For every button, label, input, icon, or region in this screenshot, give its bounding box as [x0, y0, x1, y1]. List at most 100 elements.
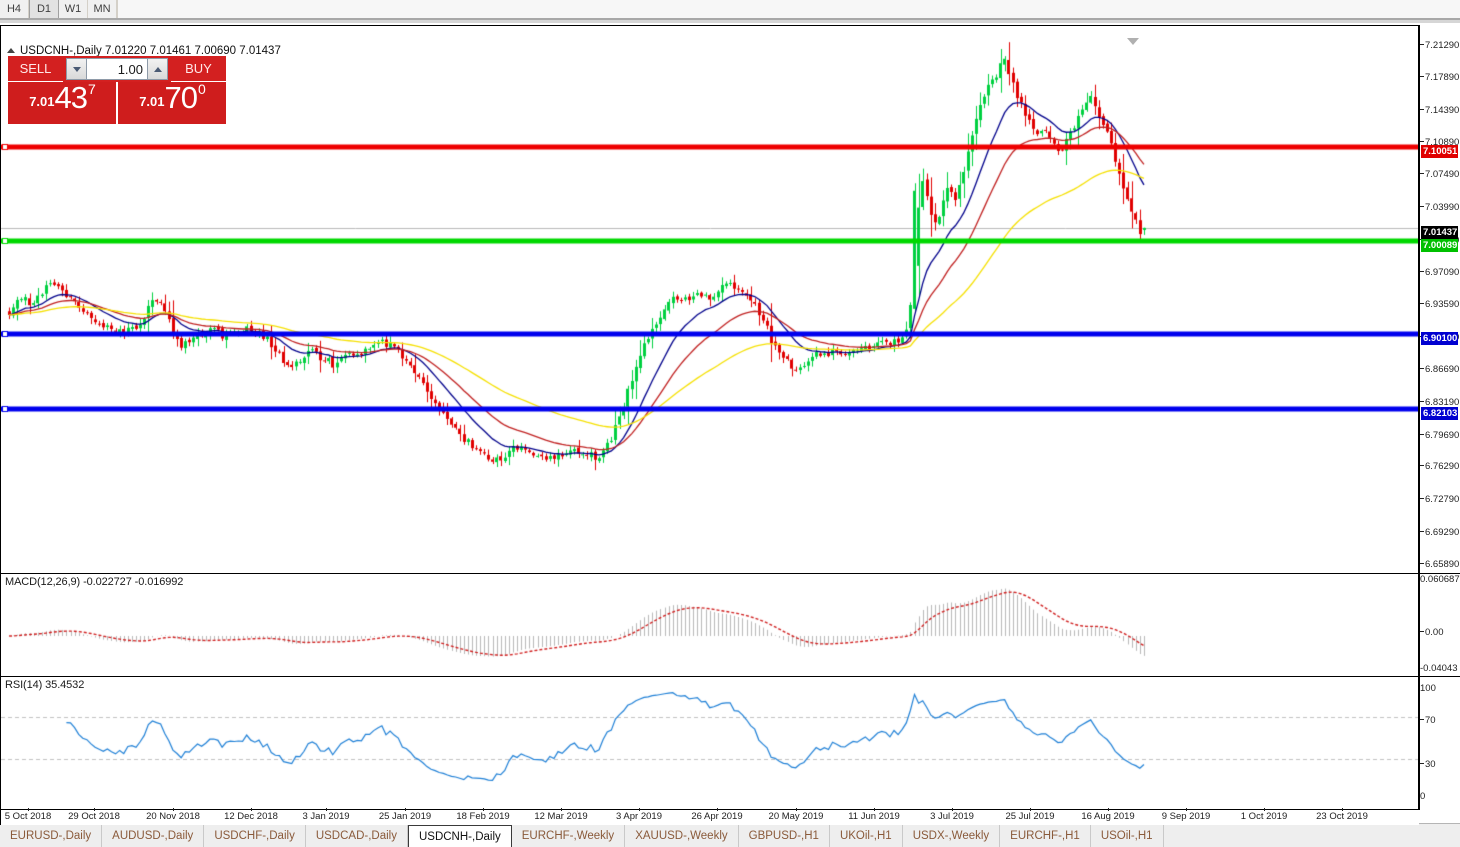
macd-tick: 0.00	[1420, 627, 1444, 638]
date-tick-label: 12 Mar 2019	[534, 811, 588, 822]
date-tick-label: 9 Sep 2019	[1161, 811, 1211, 822]
date-tick-mark	[1186, 808, 1187, 811]
rsi-tick: 30	[1420, 759, 1436, 770]
date-tick-label: 25 Jul 2019	[1005, 811, 1055, 822]
chart-shift-marker-icon[interactable]	[1127, 38, 1139, 45]
timeframe-button-d1[interactable]: D1	[29, 0, 59, 18]
price-tick: 6.65890	[1420, 559, 1459, 570]
date-tick-mark	[1030, 808, 1031, 811]
macd-label: MACD(12,26,9) -0.022727 -0.016992	[5, 576, 184, 588]
timeframe-toolbar: H4 D1 W1 MN	[0, 0, 1460, 19]
chart-tab-usdcnh-daily[interactable]: USDCNH-,Daily	[407, 825, 512, 847]
volume-input[interactable]: 1.00	[87, 58, 147, 80]
price-tick: 7.10890	[1420, 137, 1459, 148]
date-tick-label: 1 Oct 2019	[1240, 811, 1288, 822]
price-tick: 6.97090	[1420, 267, 1459, 278]
symbol-ohlc-header: USDCNH-,Daily 7.01220 7.01461 7.00690 7.…	[20, 45, 281, 57]
macd-plot	[1, 574, 1418, 676]
price-tick: 6.72790	[1420, 494, 1459, 505]
date-tick-mark	[561, 808, 562, 811]
sell-price-main: 43	[54, 82, 88, 115]
date-tick-mark	[326, 808, 327, 811]
toolbar-spacer	[117, 0, 1460, 18]
date-tick-mark	[717, 808, 718, 811]
rsi-plot	[1, 677, 1418, 809]
rsi-pane[interactable]: RSI(14) 35.4532	[0, 676, 1419, 810]
price-tick: 6.93590	[1420, 299, 1459, 310]
scale-separator	[1419, 676, 1460, 677]
price-tick: 7.21290	[1420, 40, 1459, 51]
date-tick-label: 20 Nov 2018	[146, 811, 200, 822]
chevron-down-icon	[72, 66, 81, 72]
date-tick-label: 5 Oct 2018	[4, 811, 52, 822]
date-tick-mark	[1342, 808, 1343, 811]
date-tick-label: 11 Jun 2019	[848, 811, 900, 822]
chart-tab-usdcad-daily[interactable]: USDCAD-,Daily	[305, 824, 408, 847]
date-tick-mark	[94, 808, 95, 811]
timeframe-button-h4[interactable]: H4	[0, 0, 29, 18]
buy-price-button[interactable]: 7.01 70 0	[118, 82, 226, 124]
price-tick: 7.03990	[1420, 202, 1459, 213]
price-tag-7-01437: 7.01437	[1421, 225, 1459, 239]
collapse-triangle-icon[interactable]	[7, 48, 15, 53]
date-tick-mark	[639, 808, 640, 811]
octp-price-row: 7.01 43 7 7.01 70 0	[8, 82, 226, 124]
date-tick-label: 18 Feb 2019	[456, 811, 510, 822]
sell-button[interactable]: SELL	[8, 56, 63, 82]
volume-stepper[interactable]: 1.00	[63, 56, 171, 82]
price-tag-6-90100: 6.90100	[1421, 332, 1459, 346]
chart-tab-usdchf-daily[interactable]: USDCHF-,Daily	[204, 824, 306, 847]
sell-price-button[interactable]: 7.01 43 7	[8, 82, 118, 124]
date-axis[interactable]: 5 Oct 2018 29 Oct 2018 20 Nov 2018 12 Dec 2…	[0, 808, 1419, 825]
date-tick-mark	[1264, 808, 1265, 811]
sell-price-prefix: 7.01	[29, 94, 55, 109]
price-tick: 6.76290	[1420, 461, 1459, 472]
buy-button[interactable]: BUY	[171, 56, 226, 82]
one-click-trading-panel[interactable]: SELL 1.00 BUY 7.01 43 7 7.01 70 0	[8, 56, 226, 124]
date-tick-mark	[483, 808, 484, 811]
price-tick: 7.17890	[1420, 72, 1459, 83]
date-tick-mark	[952, 808, 953, 811]
chart-tab-xauusd-weekly[interactable]: XAUUSD-,Weekly	[625, 824, 739, 847]
candlestick-plot	[1, 26, 1418, 573]
timeframe-button-mn[interactable]: MN	[88, 0, 117, 18]
rsi-tick: 0	[1420, 791, 1426, 802]
date-tick-mark	[1108, 808, 1109, 811]
buy-price-prefix: 7.01	[139, 94, 165, 109]
sell-price-fraction: 7	[88, 82, 96, 97]
chart-tab-ukoil-h1[interactable]: UKOil-,H1	[829, 824, 903, 847]
octp-top-row: SELL 1.00 BUY	[8, 56, 226, 82]
chart-tab-usdx-weekly[interactable]: USDX-,Weekly	[902, 824, 1001, 847]
volume-increase-button[interactable]	[147, 58, 168, 80]
chart-tab-eurusd-daily[interactable]: EURUSD-,Daily	[0, 824, 103, 847]
price-pane[interactable]	[0, 25, 1419, 573]
rsi-label: RSI(14) 35.4532	[5, 679, 85, 691]
price-tick: 7.07490	[1420, 169, 1459, 180]
date-tick-mark	[796, 808, 797, 811]
date-tick-label: 23 Oct 2019	[1316, 811, 1368, 822]
date-tick-label: 3 Jan 2019	[302, 811, 350, 822]
date-tick-label: 25 Jan 2019	[378, 811, 432, 822]
chart-tab-usoil-h1[interactable]: USOil-,H1	[1090, 824, 1164, 847]
price-tick: 6.79690	[1420, 430, 1459, 441]
chart-tab-gbpusd-h1[interactable]: GBPUSD-,H1	[738, 824, 830, 847]
tab-bar-filler	[1163, 824, 1460, 847]
date-tick-mark	[251, 808, 252, 811]
chart-tab-bar[interactable]: EURUSD-,Daily AUDUSD-,Daily USDCHF-,Daily U…	[0, 823, 1460, 847]
date-tick-label: 16 Aug 2019	[1081, 811, 1135, 822]
price-tick: 6.83190	[1420, 397, 1459, 408]
chart-tab-audusd-daily[interactable]: AUDUSD-,Daily	[102, 824, 205, 847]
price-tag-6-82103: 6.82103	[1421, 407, 1459, 420]
chart-tab-eurchf-h1[interactable]: EURCHF-,H1	[1000, 824, 1091, 847]
macd-pane[interactable]: MACD(12,26,9) -0.022727 -0.016992	[0, 573, 1419, 676]
price-scale[interactable]: 7.21290 7.17890 7.14390 7.10890 7.07490 7.039…	[1419, 25, 1460, 810]
chart-tab-eurchf-weekly[interactable]: EURCHF-,Weekly	[511, 824, 626, 847]
price-tick: 6.69290	[1420, 527, 1459, 538]
macd-tick: 0.060687	[1420, 574, 1460, 585]
chart-canvas-area[interactable]: USDCNH-,Daily 7.01220 7.01461 7.00690 7.…	[0, 18, 1460, 825]
timeframe-button-w1[interactable]: W1	[59, 0, 88, 18]
volume-decrease-button[interactable]	[66, 58, 87, 80]
macd-tick: -0.04043	[1420, 663, 1458, 674]
date-tick-label: 12 Dec 2018	[224, 811, 278, 822]
